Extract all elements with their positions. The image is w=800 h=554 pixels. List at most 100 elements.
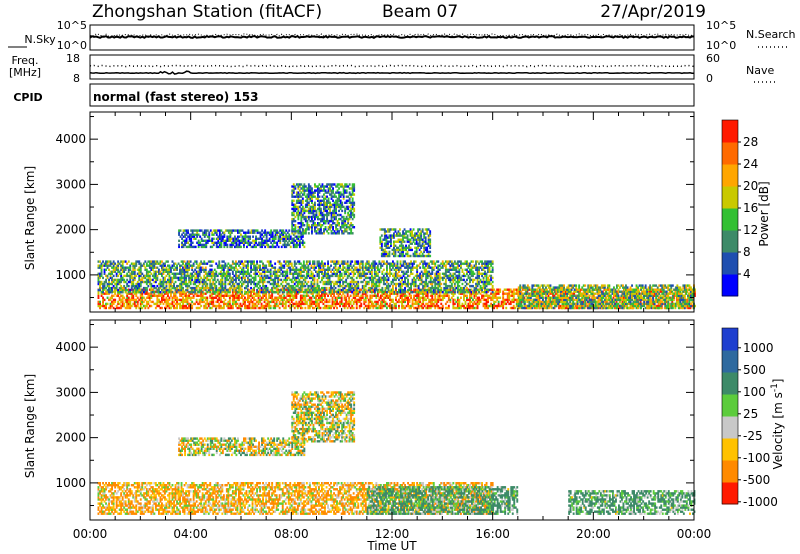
power-echo-cell	[574, 294, 577, 297]
power-echo-cell	[313, 296, 316, 299]
power-echo-cell	[453, 266, 456, 269]
power-echo-cell	[428, 291, 431, 294]
power-echo-cell	[154, 274, 157, 278]
power-echo-cell	[339, 292, 341, 295]
power-echo-cell	[398, 274, 400, 278]
power-echo-cell	[476, 298, 479, 302]
power-echo-cell	[470, 270, 473, 273]
power-echo-cell	[106, 288, 109, 292]
power-echo-cell	[289, 302, 292, 306]
power-echo-cell	[325, 282, 328, 286]
power-echo-cell	[456, 296, 459, 299]
power-echo-cell	[321, 278, 323, 282]
power-echo-cell	[245, 298, 248, 302]
power-echo-cell	[444, 266, 447, 269]
power-echo-cell	[386, 286, 388, 290]
power-echo-cell	[198, 280, 201, 284]
power-echo-cell	[151, 264, 154, 267]
power-echo-cell	[364, 264, 367, 267]
power-echo-cell	[441, 276, 444, 280]
power-echo-cell	[423, 282, 426, 286]
power-echo-cell	[109, 306, 112, 310]
power-echo-cell	[265, 266, 268, 269]
power-echo-cell	[269, 268, 272, 271]
power-echo-cell	[392, 291, 394, 294]
power-echo-cell	[348, 298, 351, 302]
power-echo-cell	[313, 278, 316, 282]
power-echo-cell	[425, 288, 428, 292]
power-echo-cell	[103, 282, 106, 286]
power-echo-cell	[260, 288, 263, 291]
power-echo-cell	[225, 292, 228, 295]
power-echo-cell	[360, 274, 363, 278]
power-echo-cell	[227, 306, 230, 310]
power-echo-cell	[271, 286, 274, 290]
power-echo-cell	[183, 264, 186, 267]
power-echo-cell	[515, 304, 518, 308]
power-echo-cell	[458, 288, 461, 292]
power-echo-cell	[357, 280, 360, 284]
power-echo-cell	[354, 296, 357, 299]
power-echo-cell	[179, 266, 181, 269]
power-echo-cell	[228, 302, 231, 306]
power-echo-cell	[159, 306, 162, 310]
power-echo-cell	[453, 298, 456, 302]
power-echo-cell	[447, 270, 450, 273]
power-echo-cell	[182, 282, 184, 286]
power-echo-cell	[195, 292, 198, 295]
power-echo-cell	[150, 262, 153, 265]
power-echo-cell	[167, 278, 169, 282]
power-echo-cell	[373, 304, 376, 308]
power-echo-cell	[441, 291, 444, 294]
power-echo-cell	[447, 288, 450, 292]
power-echo-cell	[103, 306, 106, 310]
power-echo-cell	[435, 278, 438, 282]
power-echo-cell	[315, 291, 317, 294]
power-echo-cell	[426, 272, 429, 275]
power-echo-cell	[318, 276, 320, 280]
power-echo-cell	[665, 300, 668, 304]
power-echo-cell	[453, 292, 456, 295]
power-echo-cell	[428, 298, 431, 302]
power-echo-cell	[361, 260, 364, 263]
power-echo-cell	[114, 298, 117, 302]
power-echo-cell	[354, 292, 357, 295]
power-echo-cell	[456, 284, 459, 288]
power-echo-cell	[165, 296, 168, 299]
power-echo-cell	[284, 272, 287, 275]
power-echo-cell	[176, 304, 178, 308]
power-echo-cell	[250, 282, 252, 286]
power-echo-cell	[269, 288, 272, 292]
power-echo-cell	[109, 296, 112, 299]
power-echo-cell	[195, 272, 198, 275]
power-echo-cell	[395, 302, 397, 306]
power-echo-cell	[455, 280, 458, 284]
power-echo-cell	[399, 282, 402, 286]
power-echo-cell	[395, 264, 397, 267]
power-echo-cell	[399, 296, 402, 299]
power-echo-cell	[408, 306, 411, 310]
power-echo-cell	[304, 296, 307, 299]
power-echo-cell	[373, 272, 376, 275]
power-echo-cell	[115, 272, 118, 275]
power-echo-cell	[256, 272, 258, 275]
power-echo-cell	[105, 304, 107, 308]
power-echo-cell	[236, 284, 239, 288]
power-echo-cell	[310, 302, 313, 306]
power-echo-cell	[340, 262, 343, 265]
power-echo-cell	[331, 280, 334, 284]
power-echo-cell	[236, 302, 239, 306]
power-echo-cell	[238, 306, 240, 310]
power-echo-cell	[546, 288, 548, 291]
power-echo-cell	[182, 266, 184, 269]
power-echo-cell	[399, 266, 402, 269]
power-echo-cell	[324, 294, 326, 297]
power-echo-cell	[487, 296, 489, 299]
power-echo-cell	[191, 292, 194, 295]
power-echo-cell	[526, 292, 529, 295]
power-echo-cell	[315, 304, 317, 308]
power-echo-cell	[233, 262, 236, 265]
power-echo-cell	[337, 296, 340, 299]
power-echo-cell	[233, 298, 236, 302]
power-echo-cell	[263, 270, 266, 273]
